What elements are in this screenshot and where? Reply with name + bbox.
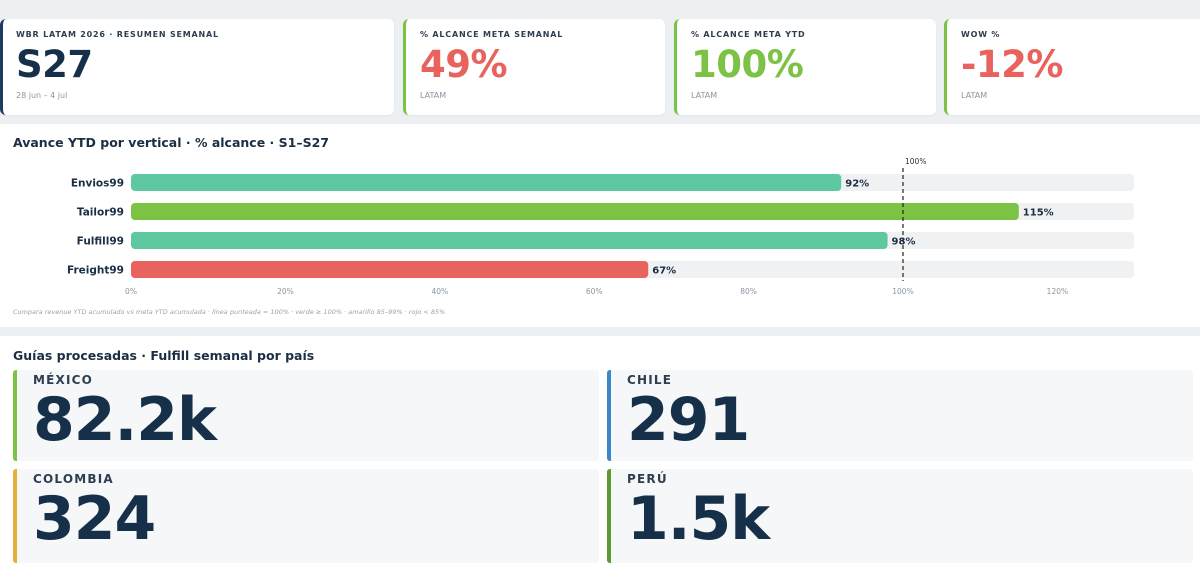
kpi-ytd-goal-value: 100% [691,43,804,86]
kpi-weekly-goal-label: % ALCANCE META SEMANAL [420,30,564,39]
country-card-colombia: COLOMBIA 324 [13,469,599,563]
country-name: MÉXICO [33,373,94,387]
country-value: 291 [627,385,750,455]
bar-value-label: 67% [652,266,676,277]
bar-category-label: Envios99 [71,178,124,190]
bar-category-label: Tailor99 [77,207,124,219]
kpi-card-wow: WOW % -12% LATAM [944,19,1200,115]
kpi-weekly-goal-sub: LATAM [420,91,447,100]
ytd-footnote: Compara revenue YTD acumulado vs meta YT… [13,308,446,316]
bar-freight99 [131,261,649,278]
kpi-weekly-goal-value: 49% [420,43,508,86]
kpi-week-label: WBR LATAM 2026 · RESUMEN SEMANAL [16,30,219,39]
x-tick-label: 60% [586,287,603,296]
country-value: 82.2k [33,385,217,455]
kpi-ytd-goal-label: % ALCANCE META YTD [691,30,806,39]
guias-panel: Guías procesadas · Fulfill semanal por p… [0,336,1200,569]
x-tick-label: 100% [892,287,913,296]
country-name: PERÚ [627,472,668,486]
country-name: CHILE [627,373,673,387]
ytd-bar-chart: Envios9992%Tailor99115%Fulfill9998%Freig… [67,157,1134,296]
country-name: COLOMBIA [33,472,114,486]
country-card-peru: PERÚ 1.5k [607,469,1193,563]
reference-line-label: 100% [905,157,926,166]
kpi-week-value: S27 [16,43,93,86]
guias-title: Guías procesadas · Fulfill semanal por p… [13,348,315,363]
x-tick-label: 80% [740,287,757,296]
bar-envios99 [131,174,842,191]
country-value: 324 [33,484,156,554]
ytd-progress-panel: Avance YTD por vertical · % alcance · S1… [0,124,1200,327]
x-tick-label: 20% [277,287,294,296]
bar-category-label: Fulfill99 [77,236,124,248]
x-tick-label: 0% [125,287,137,296]
bar-category-label: Freight99 [67,265,124,277]
bar-fulfill99 [131,232,888,249]
x-tick-label: 120% [1047,287,1068,296]
kpi-card-week: WBR LATAM 2026 · RESUMEN SEMANAL S27 28 … [0,19,394,115]
kpi-week-range: 28 jun – 4 jul [16,91,68,100]
bar-value-label: 115% [1023,208,1054,219]
country-value: 1.5k [627,484,770,554]
kpi-card-ytd-goal: % ALCANCE META YTD 100% LATAM [674,19,936,115]
x-tick-label: 40% [431,287,448,296]
bar-value-label: 92% [845,179,869,190]
bar-tailor99 [131,203,1019,220]
country-card-mexico: MÉXICO 82.2k [13,370,599,461]
kpi-wow-label: WOW % [961,30,1001,39]
kpi-ytd-goal-sub: LATAM [691,91,718,100]
country-card-chile: CHILE 291 [607,370,1193,461]
kpi-wow-value: -12% [961,43,1063,86]
kpi-card-weekly-goal: % ALCANCE META SEMANAL 49% LATAM [403,19,665,115]
ytd-progress-title: Avance YTD por vertical · % alcance · S1… [13,135,329,150]
kpi-wow-sub: LATAM [961,91,988,100]
